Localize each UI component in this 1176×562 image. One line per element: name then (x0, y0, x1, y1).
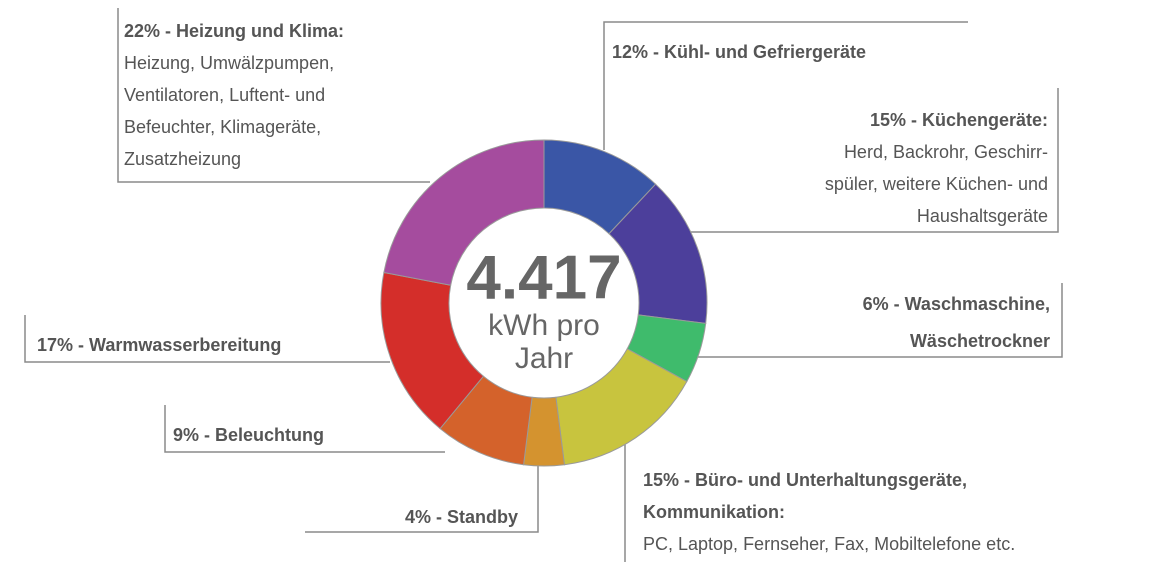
segment-heading: 6% - Waschmaschine, Wäschetrockner (862, 294, 1050, 351)
leader-line (695, 283, 1063, 358)
segment-description: PC, Laptop, Fernseher, Fax, Mobiltelefon… (643, 534, 1016, 554)
segment-heading: 15% - Büro- und Unterhaltungsgeräte, Kom… (643, 470, 968, 522)
segment-label: 15% - Küchengeräte: Herd, Backrohr, Gesch… (825, 104, 1048, 232)
segment-heading: 17% - Warmwasserbereitung (37, 335, 282, 355)
segment-description: spüler, weitere Küchen- und (824, 174, 1048, 194)
segment-heading: 15% - Küchengeräte: (869, 110, 1048, 130)
center-unit: kWh pro (488, 309, 600, 342)
leader-line (24, 315, 390, 363)
segment-heading: 12% - Kühl- und Gefriergeräte (612, 42, 867, 62)
segment-description: Zusatzheizung (124, 149, 242, 169)
segment-heading: 4% - Standby (404, 507, 518, 527)
segment-label: 15% - Büro- und Unterhaltungsgeräte, Kom… (643, 464, 1093, 560)
leader-lines (24, 8, 1063, 562)
segment-label: 22% - Heizung und Klima: Heizung, Umwälzp… (124, 15, 344, 175)
segment-description: Haushaltsgeräte (916, 206, 1048, 226)
segment-label: 6% - Waschmaschine, Wäschetrockner (790, 286, 1050, 360)
segment-label: 17% - Warmwasserbereitung (37, 329, 281, 361)
segment-description: Befeuchter, Klimageräte, (124, 117, 322, 137)
segment-description: Ventilatoren, Luftent- und (124, 85, 326, 105)
segment-description: Herd, Backrohr, Geschirr- (843, 142, 1048, 162)
segment-heading: 9% - Beleuchtung (173, 425, 325, 445)
segment-description: Heizung, Umwälzpumpen, (124, 53, 335, 73)
segment-label: 12% - Kühl- und Gefriergeräte (612, 36, 866, 68)
leader-line (164, 405, 445, 453)
wedge (383, 139, 545, 286)
segment-label: 4% - Standby (405, 501, 518, 533)
center-value: 4.417 (466, 243, 621, 312)
segment-label: 9% - Beleuchtung (173, 419, 324, 451)
center-unit: Jahr (515, 342, 573, 375)
leader-line (305, 462, 539, 533)
leader-line (117, 8, 430, 183)
leader-line (690, 88, 1059, 233)
leader-line (603, 21, 968, 150)
donut (380, 139, 708, 467)
segment-heading: 22% - Heizung und Klima: (124, 21, 345, 41)
